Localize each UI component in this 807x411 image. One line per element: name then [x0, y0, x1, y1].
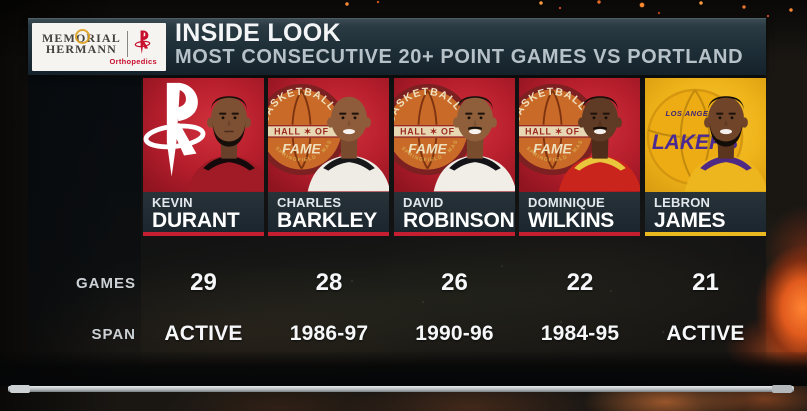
sponsor-logo: MEMORIAL HERMANN Orthopedics: [32, 23, 166, 71]
span-row-label: SPAN: [91, 326, 136, 343]
player-first-name: DAVID: [403, 195, 444, 210]
player-column-wilkins: BASKETBALL HALL ✶ OF FAME SPRINGFIELD · …: [519, 78, 640, 236]
hof-band-text: HALL ✶ OF: [525, 127, 580, 137]
span-row: ACTIVE 1986-97 1990-96 1984-95 ACTIVE: [143, 322, 766, 346]
accent-underline: [268, 232, 389, 236]
player-column-barkley: BASKETBALL HALL ✶ OF FAME SPRINGFIELD · …: [268, 78, 389, 236]
sponsor-divider: [126, 30, 128, 57]
player-last-name: JAMES: [654, 209, 726, 232]
player-first-name: CHARLES: [277, 195, 342, 210]
hall-of-fame-logo-icon: BASKETBALL HALL ✶ OF FAME SPRINGFIELD · …: [268, 83, 348, 176]
player-column-james: LOS ANGELES LAKERS: [645, 78, 766, 236]
span-value: 1986-97: [289, 322, 369, 345]
hof-fame-text: FAME: [408, 141, 447, 157]
rockets-logo-icon: [143, 82, 206, 177]
games-value: 21: [692, 269, 719, 296]
games-row: 29 28 26 22 21: [143, 269, 766, 297]
hof-fame-text: FAME: [282, 141, 321, 157]
player-first-name: DOMINIQUE: [528, 195, 605, 210]
sponsor-name-line1: MEMORIAL: [42, 31, 121, 45]
nameplate: DOMINIQUE WILKINS: [519, 192, 640, 232]
games-value: 28: [315, 269, 343, 296]
player-last-name: DURANT: [152, 209, 240, 232]
player-portrait: [558, 96, 640, 192]
sponsor-name-line2: HERMANN: [45, 41, 117, 56]
header-bar: MEMORIAL HERMANN Orthopedics INSIDE LOOK…: [28, 18, 766, 75]
player-photo: BASKETBALL HALL ✶ OF FAME SPRINGFIELD · …: [394, 78, 515, 192]
player-photo: LOS ANGELES LAKERS: [645, 78, 766, 192]
span-value: 1984-95: [540, 322, 620, 345]
span-value: ACTIVE: [164, 322, 243, 345]
games-value: 26: [441, 269, 468, 296]
player-portrait: [684, 96, 766, 192]
tv-bezel-bar: [8, 386, 794, 392]
player-column-durant: KEVIN DURANT: [143, 78, 264, 236]
games-value: 29: [190, 269, 217, 296]
nameplate: CHARLES BARKLEY: [268, 192, 389, 232]
player-photo: BASKETBALL HALL ✶ OF FAME SPRINGFIELD · …: [268, 78, 389, 192]
sponsor-division: Orthopedics: [109, 57, 157, 66]
games-row-label: GAMES: [75, 275, 136, 292]
player-first-name: LEBRON: [654, 195, 711, 210]
tv-bezel-cap-right: [772, 385, 792, 393]
screen-bottom-shade: [0, 352, 807, 386]
player-portrait: [187, 96, 264, 192]
player-last-name: WILKINS: [528, 209, 614, 232]
accent-underline: [645, 232, 766, 236]
page-title: INSIDE LOOK: [175, 19, 341, 47]
hof-band-text: HALL ✶ OF: [400, 127, 455, 137]
row-label-panel: [28, 76, 141, 370]
games-value: 22: [566, 269, 594, 296]
rockets-r-icon: [134, 30, 151, 55]
player-first-name: KEVIN: [152, 195, 193, 210]
sponsor-name: MEMORIAL HERMANN: [42, 31, 121, 56]
nameplate: KEVIN DURANT: [143, 192, 264, 232]
hall-of-fame-logo-icon: BASKETBALL HALL ✶ OF FAME SPRINGFIELD · …: [519, 83, 599, 176]
player-column-robinson: BASKETBALL HALL ✶ OF FAME SPRINGFIELD · …: [394, 78, 515, 236]
player-photo: BASKETBALL HALL ✶ OF FAME SPRINGFIELD · …: [519, 78, 640, 192]
page-subtitle: MOST CONSECUTIVE 20+ POINT GAMES VS PORT…: [175, 46, 744, 68]
lakers-city-text: LOS ANGELES: [666, 109, 725, 118]
hall-of-fame-logo-icon: BASKETBALL HALL ✶ OF FAME SPRINGFIELD · …: [394, 83, 474, 176]
player-photo: [143, 78, 264, 192]
nameplate: LEBRON JAMES: [645, 192, 766, 232]
accent-underline: [394, 232, 515, 236]
player-portrait: [433, 96, 515, 192]
player-last-name: ROBINSON: [403, 209, 515, 232]
player-last-name: BARKLEY: [277, 209, 378, 232]
hof-fame-text: FAME: [533, 141, 572, 157]
span-value: ACTIVE: [666, 322, 745, 345]
hof-band-text: HALL ✶ OF: [274, 127, 329, 137]
nameplate: DAVID ROBINSON: [394, 192, 515, 232]
accent-underline: [519, 232, 640, 236]
tv-bezel-cap-left: [10, 385, 30, 393]
accent-underline: [143, 232, 264, 236]
span-value: 1990-96: [415, 322, 494, 345]
player-portrait: [307, 96, 389, 192]
